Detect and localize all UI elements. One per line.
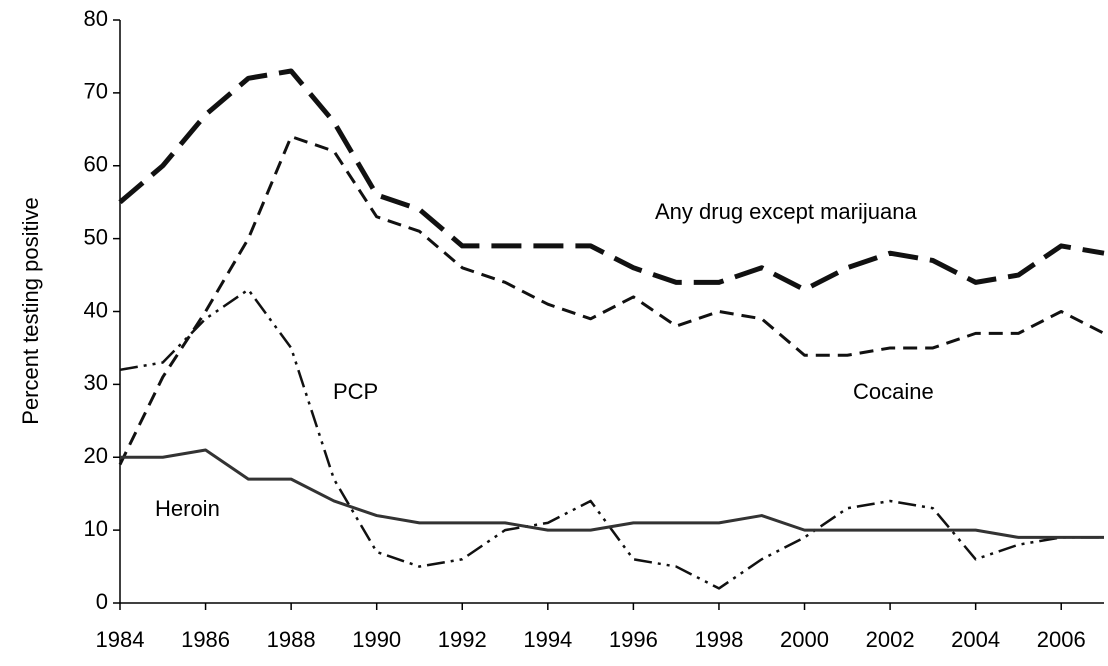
x-tick-label: 1986 (181, 627, 230, 652)
series-line (120, 448, 1104, 539)
y-tick-label: 50 (84, 224, 108, 249)
y-tick-label: 40 (84, 297, 108, 322)
series-label: Any drug except marijuana (655, 199, 917, 224)
x-tick-label: 1998 (694, 627, 743, 652)
series-label: PCP (333, 379, 378, 404)
y-axis-label: Percent testing positive (18, 197, 43, 424)
x-tick-label: 1992 (438, 627, 487, 652)
x-tick-label: 2004 (951, 627, 1000, 652)
y-tick-label: 0 (96, 589, 108, 614)
x-tick-label: 1994 (523, 627, 572, 652)
y-tick-label: 20 (84, 443, 108, 468)
x-tick-label: 1996 (609, 627, 658, 652)
x-tick-label: 2006 (1037, 627, 1086, 652)
y-tick-label: 70 (84, 79, 108, 104)
y-tick-label: 80 (84, 6, 108, 31)
series-label: Heroin (155, 496, 220, 521)
x-tick-label: 2000 (780, 627, 829, 652)
series-line (118, 68, 1105, 293)
y-tick-label: 30 (84, 370, 108, 395)
y-tick-label: 60 (84, 152, 108, 177)
x-tick-label: 1984 (96, 627, 145, 652)
series-label: Cocaine (853, 379, 934, 404)
series-line (119, 288, 1104, 590)
series-line (118, 135, 1105, 466)
x-tick-label: 2002 (866, 627, 915, 652)
x-tick-label: 1990 (352, 627, 401, 652)
y-tick-label: 10 (84, 516, 108, 541)
x-tick-label: 1988 (267, 627, 316, 652)
